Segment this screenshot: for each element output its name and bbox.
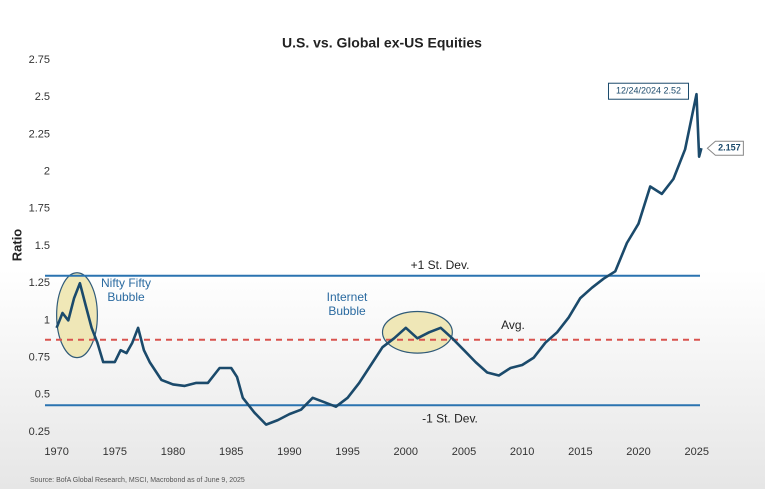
reference-label: +1 St. Dev. — [411, 258, 470, 272]
x-tick-label: 2020 — [626, 446, 650, 458]
series-line — [55, 92, 703, 426]
x-tick-label: 1985 — [219, 446, 243, 458]
x-tick-label: 2005 — [452, 446, 476, 458]
bubble-label: Bubble — [328, 304, 366, 318]
annotation-callout — [706, 140, 744, 156]
x-tick-label: 2015 — [568, 446, 592, 458]
bubble-highlight — [56, 272, 98, 359]
bubble-label: Nifty Fifty — [101, 276, 151, 290]
reference-label: Avg. — [501, 318, 525, 332]
y-tick-label: 1.25 — [29, 277, 50, 289]
x-tick-label: 1990 — [277, 446, 301, 458]
y-tick-label: 2.75 — [29, 54, 50, 66]
reference-label: -1 St. Dev. — [422, 411, 478, 425]
annotation-text: 2.157 — [718, 143, 741, 153]
y-tick-label: 0.25 — [29, 426, 50, 438]
x-tick-label: 1975 — [103, 446, 127, 458]
x-tick-label: 2025 — [684, 446, 708, 458]
y-tick-label: 1 — [44, 314, 50, 326]
y-tick-label: 2 — [44, 166, 50, 178]
x-tick-label: 1980 — [161, 446, 185, 458]
x-tick-label: 1970 — [44, 446, 68, 458]
x-tick-label: 1995 — [335, 446, 359, 458]
source-note: Source: BofA Global Research, MSCI, Macr… — [30, 477, 245, 484]
y-tick-label: 1.75 — [29, 203, 50, 215]
annotation-text: 12/24/2024 2.52 — [616, 86, 681, 96]
annotation-box — [607, 82, 689, 100]
y-tick-label: 0.5 — [35, 389, 50, 401]
y-tick-label: 1.5 — [35, 240, 50, 252]
y-tick-label: 0.75 — [29, 352, 50, 364]
y-axis-label: Ratio — [9, 229, 24, 262]
x-tick-label: 2000 — [394, 446, 418, 458]
chart-title: U.S. vs. Global ex-US Equities — [282, 35, 482, 51]
bubble-label: Bubble — [107, 290, 145, 304]
x-tick-label: 2010 — [510, 446, 534, 458]
bubble-highlight — [381, 310, 453, 354]
y-tick-label: 2.25 — [29, 128, 50, 140]
bubble-label: Internet — [327, 290, 368, 304]
y-tick-label: 2.5 — [35, 91, 50, 103]
